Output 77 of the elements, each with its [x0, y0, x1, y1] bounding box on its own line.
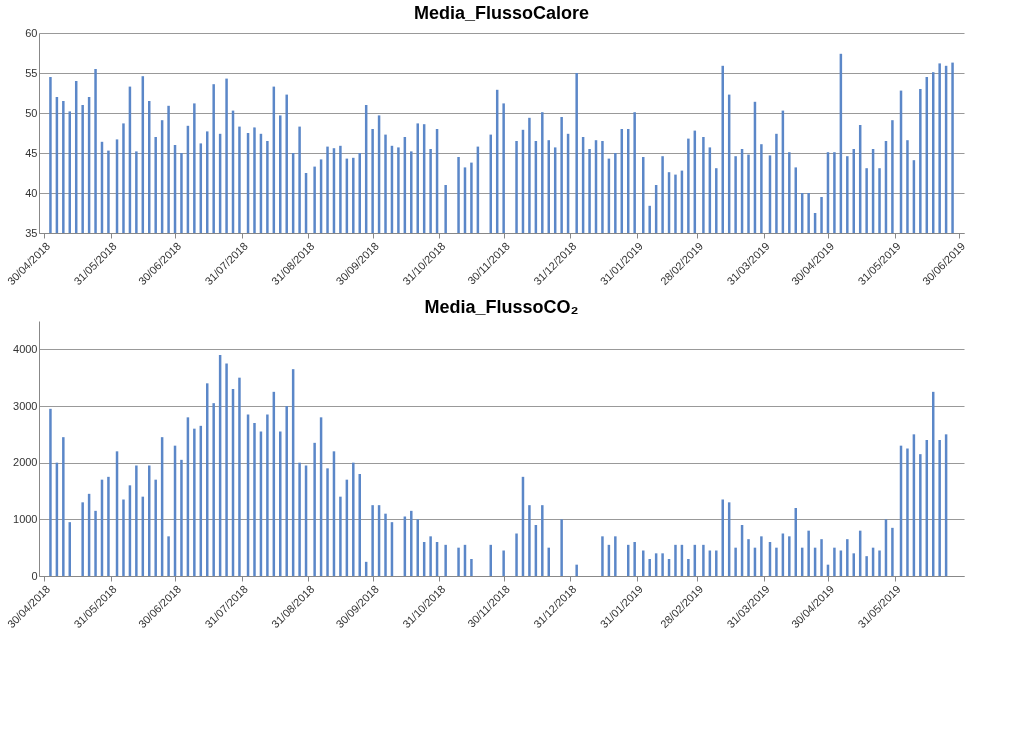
bar: [788, 536, 791, 576]
bar: [760, 536, 763, 576]
bar: [429, 536, 432, 576]
bar: [107, 476, 110, 576]
bar: [642, 550, 645, 576]
bar: [135, 465, 138, 576]
bar: [601, 536, 604, 576]
chart-title: Media_FlussoCalore: [413, 3, 590, 23]
y-tick-label: 45: [25, 146, 38, 159]
bar: [444, 544, 447, 576]
y-tick-label: 35: [25, 226, 38, 239]
bar: [687, 559, 690, 576]
bar: [648, 559, 651, 576]
bar: [515, 533, 518, 576]
y-tick-label: 1000: [13, 512, 38, 525]
bar: [502, 550, 505, 576]
bar: [384, 513, 387, 576]
bar: [410, 510, 413, 576]
bar: [734, 547, 737, 576]
chart-title: Media_FlussoCO₂: [424, 297, 579, 317]
bar: [313, 442, 316, 576]
y-tick-label: 55: [25, 66, 38, 79]
bar: [747, 539, 750, 576]
bar: [560, 519, 563, 576]
bar: [62, 437, 65, 576]
bar: [906, 448, 909, 576]
bar: [416, 519, 419, 576]
bar: [180, 459, 183, 576]
bar: [846, 539, 849, 576]
bar: [919, 454, 922, 576]
y-tick-label: 60: [25, 26, 38, 39]
bar: [279, 431, 282, 576]
bar: [225, 363, 228, 576]
bar: [193, 428, 196, 576]
bar: [865, 556, 868, 576]
bar: [81, 502, 84, 576]
bar: [49, 408, 52, 576]
bar: [541, 505, 544, 576]
bar: [253, 423, 256, 576]
y-tick-label: 0: [31, 569, 38, 582]
bar: [614, 536, 617, 576]
bar: [94, 510, 97, 576]
bar: [775, 547, 778, 576]
bar: [715, 550, 718, 576]
y-tick-label: 4000: [13, 342, 38, 355]
bar: [352, 462, 355, 576]
bar: [266, 414, 269, 576]
bar: [285, 406, 288, 576]
bar: [457, 547, 460, 576]
bar: [721, 499, 724, 576]
bar: [122, 499, 125, 576]
bar: [820, 539, 823, 576]
bar: [891, 527, 894, 576]
y-tick-label: 50: [25, 106, 38, 119]
bar: [702, 544, 705, 576]
y-tick-label: 40: [25, 186, 38, 199]
bar: [326, 468, 329, 576]
bar: [938, 440, 941, 576]
bar: [633, 542, 636, 576]
bar: [154, 479, 157, 576]
bar: [238, 377, 241, 576]
bar: [807, 530, 810, 576]
y-tick-label: 3000: [13, 399, 38, 412]
bar: [674, 544, 677, 576]
bar: [661, 553, 664, 576]
bar: [878, 550, 881, 576]
y-tick-label: 2000: [13, 456, 38, 469]
bar: [470, 559, 473, 576]
bar: [358, 474, 361, 576]
bar: [371, 505, 374, 576]
bar: [212, 403, 215, 576]
bar: [167, 536, 170, 576]
bar: [575, 564, 578, 576]
bar: [298, 462, 301, 576]
bar: [833, 547, 836, 576]
bar: [528, 505, 531, 576]
bar: [339, 496, 342, 576]
